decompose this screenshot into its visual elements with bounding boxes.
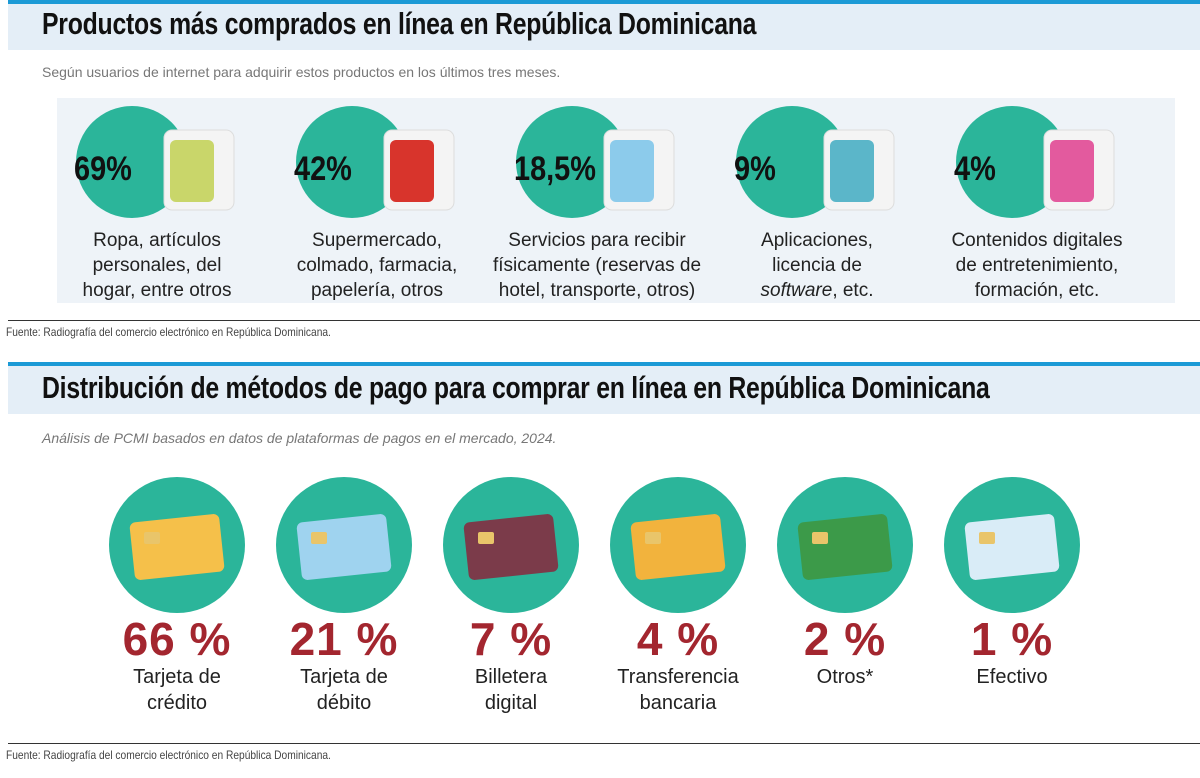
icon-shape <box>296 514 392 580</box>
percent: 1 % <box>970 613 1054 665</box>
label-line: hogar, entre otros <box>82 280 232 301</box>
source: Fuente: Radiografía del comercio electró… <box>6 325 331 339</box>
label-line: físicamente (reservas de <box>492 255 702 276</box>
label-line: Tarjeta de <box>300 666 388 688</box>
icon-shape <box>311 532 327 544</box>
icon <box>956 106 1115 218</box>
icon-shape <box>296 106 408 218</box>
icon <box>76 106 235 218</box>
icon <box>944 477 1080 613</box>
icon <box>736 106 895 218</box>
icon-shape <box>956 106 1068 218</box>
label-line: crédito <box>146 692 208 714</box>
label-line: Efectivo <box>976 666 1048 688</box>
icon-shape <box>144 532 160 544</box>
icon <box>276 477 412 613</box>
label-line: Otros* <box>816 666 874 688</box>
label-line: Billetera <box>474 666 548 688</box>
label: Efectivo <box>912 664 1112 690</box>
label-line: de entretenimiento, <box>955 255 1119 276</box>
label-line: personales, del <box>92 255 222 276</box>
label: Supermercado, colmado, farmacia, papelería… <box>257 228 497 303</box>
percent: 9% <box>734 150 776 188</box>
title: Productos más comprados en línea en Repú… <box>42 6 757 41</box>
percent: 18,5% <box>514 150 596 188</box>
icon-shape <box>170 140 214 202</box>
percent: 4 % <box>636 613 720 665</box>
icon <box>610 477 746 613</box>
label: Otros* <box>745 664 945 690</box>
label: Tarjeta de crédito <box>77 664 277 716</box>
label-line: formación, etc. <box>974 280 1100 301</box>
label-line: Aplicaciones, <box>761 230 873 251</box>
label-line: Tarjeta de <box>133 666 221 688</box>
percent: 21 % <box>289 613 399 665</box>
label-line: Supermercado, <box>312 230 442 251</box>
divider <box>8 743 1200 744</box>
icon-shape <box>610 140 654 202</box>
subtitle: Según usuarios de internet para adquirir… <box>42 64 561 80</box>
percent: 66 % <box>122 613 232 665</box>
label-line: software, etc. <box>697 278 937 303</box>
percent: 4% <box>954 150 996 188</box>
icon-shape <box>830 140 874 202</box>
label-line: colmado, farmacia, <box>296 255 458 276</box>
label-line: bancaria <box>639 692 717 714</box>
divider <box>8 320 1200 321</box>
icon-shape <box>645 532 661 544</box>
icon-shape <box>1050 140 1094 202</box>
title: Distribución de métodos de pago para com… <box>42 370 990 405</box>
label-line: papelería, otros <box>310 280 444 301</box>
icon <box>296 106 455 218</box>
percent: 2 % <box>803 613 887 665</box>
label: Aplicaciones, licencia de software, etc. <box>697 228 937 303</box>
label: Transferencia bancaria <box>578 664 778 716</box>
label: Tarjeta de débito <box>244 664 444 716</box>
percent: 7 % <box>469 613 553 665</box>
icon <box>109 477 245 613</box>
title-band <box>8 362 1200 414</box>
label-line: Servicios para recibir <box>508 230 686 251</box>
title-band <box>8 0 1200 50</box>
icon-shape <box>736 106 848 218</box>
icon-shape <box>129 514 225 580</box>
label-line: débito <box>316 692 372 714</box>
label-part: , etc. <box>832 280 874 301</box>
label-line: Transferencia <box>617 666 739 688</box>
label: Billetera digital <box>411 664 611 716</box>
icon <box>516 106 675 218</box>
icon-shape <box>964 514 1060 580</box>
label-line: Contenidos digitales <box>951 230 1123 251</box>
label: Contenidos digitales de entretenimiento, f… <box>917 228 1157 303</box>
label-line: hotel, transporte, otros) <box>498 280 696 301</box>
icon-shape <box>390 140 434 202</box>
icon-shape <box>812 532 828 544</box>
percent: 42% <box>294 150 352 188</box>
label: Ropa, artículos personales, del hogar, ent… <box>37 228 277 303</box>
icon-shape <box>630 514 726 580</box>
source: Fuente: Radiografía del comercio electró… <box>6 748 331 762</box>
icon-shape <box>478 532 494 544</box>
icon-shape <box>979 532 995 544</box>
icon-shape <box>516 106 628 218</box>
icon <box>777 477 913 613</box>
label-part: software <box>760 280 833 301</box>
icon <box>443 477 579 613</box>
subtitle: Análisis de PCMI basados en datos de pla… <box>42 430 557 446</box>
icon-shape <box>463 514 559 580</box>
icon-shape <box>797 514 893 580</box>
label-line: licencia de <box>772 255 862 276</box>
label-line: Ropa, artículos <box>93 230 221 251</box>
label: Servicios para recibir físicamente (reser… <box>477 228 717 303</box>
icon-shape <box>76 106 188 218</box>
label-line: digital <box>484 692 538 714</box>
percent: 69% <box>74 150 132 188</box>
